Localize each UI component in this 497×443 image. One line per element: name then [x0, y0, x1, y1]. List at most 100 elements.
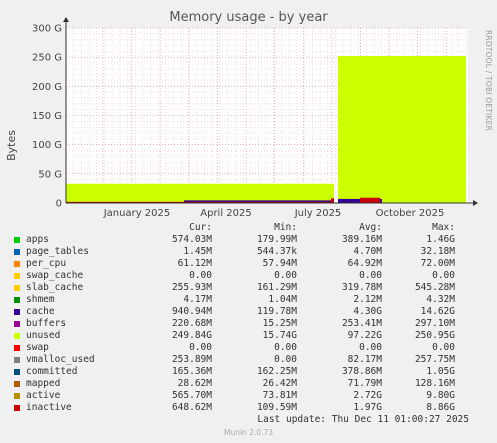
legend-row-vmalloc-used: vmalloc_used 253.89M 0.00 82.17M 257.75M — [12, 354, 474, 366]
legend-row-mapped: mapped 28.62M 26.42M 71.79M 128.16M — [12, 378, 474, 390]
legend-value-avg: 0.00 — [359, 270, 382, 281]
legend-value-min: 15.74G — [262, 330, 297, 341]
legend-value-max: 32.18M — [420, 246, 455, 257]
y-tick-label: 0 — [56, 199, 62, 210]
rrdtool-credit: RRDTOOL / TOBI OETIKER — [484, 30, 493, 131]
legend-value-min: 15.25M — [262, 318, 297, 329]
legend-value-avg: 389.16M — [341, 234, 382, 245]
legend-name: shmem — [26, 294, 55, 305]
legend-value-cur: 0.00 — [189, 342, 212, 353]
legend-name: vmalloc_used — [26, 354, 95, 365]
legend-name: mapped — [26, 378, 61, 389]
x-tick-label: January 2025 — [103, 208, 171, 219]
legend-swatch — [14, 369, 20, 375]
spike-inactive — [331, 198, 334, 203]
legend-value-avg: 1.97G — [353, 402, 382, 413]
legend-value-max: 9.80G — [426, 390, 455, 401]
legend-value-max: 8.86G — [426, 402, 455, 413]
legend-value-avg: 2.12M — [353, 294, 382, 305]
x-tick-label: July 2025 — [294, 208, 342, 219]
legend-name: slab_cache — [26, 282, 84, 293]
x-axis-arrow — [473, 200, 478, 206]
legend-value-avg: 4.70M — [353, 246, 382, 257]
legend-value-min: 1.04M — [268, 294, 297, 305]
area-inactive-before-gap — [66, 201, 334, 203]
area-cache-before-gap — [184, 200, 334, 203]
legend-value-max: 1.46G — [426, 234, 455, 245]
legend-value-min: 0.00 — [274, 270, 297, 281]
legend-value-cur: 28.62M — [177, 378, 212, 389]
legend-value-min: 0.00 — [274, 342, 297, 353]
legend-name: cache — [26, 306, 55, 317]
legend-value-max: 72.00M — [420, 258, 455, 269]
y-tick-label: 300 G — [32, 24, 62, 35]
legend-value-cur: 574.03M — [171, 234, 212, 245]
area-unused-after-gap — [338, 56, 466, 203]
legend-name: per_cpu — [26, 258, 67, 269]
munin-version: Munin 2.0.73 — [223, 428, 274, 437]
legend-swatch — [14, 393, 20, 399]
legend-swatch — [14, 273, 20, 279]
legend-value-avg: 319.78M — [341, 282, 382, 293]
legend-name: committed — [26, 366, 78, 377]
legend-swatch — [14, 333, 20, 339]
legend-value-min: 57.94M — [262, 258, 297, 269]
legend-value-min: 161.29M — [256, 282, 297, 293]
legend-value-avg: 0.00 — [359, 342, 382, 353]
legend-value-avg: 253.41M — [341, 318, 382, 329]
x-tick-label: April 2025 — [200, 208, 251, 219]
legend-name: active — [26, 390, 61, 401]
legend-swatch — [14, 357, 20, 363]
legend-value-cur: 940.94M — [171, 306, 212, 317]
legend-value-max: 297.10M — [414, 318, 455, 329]
legend-name: buffers — [26, 318, 67, 329]
legend-swatch — [14, 237, 20, 243]
legend-name: unused — [26, 330, 61, 341]
y-tick-label: 100 G — [32, 140, 62, 151]
memory-usage-chart: 0 50 G 100 G 150 G 200 G 250 G 300 G January 20… — [32, 17, 478, 219]
y-tick-label: 50 G — [38, 169, 62, 180]
y-tick-label: 250 G — [32, 53, 62, 64]
legend-name: swap_cache — [26, 270, 84, 281]
header-cur: Cur: — [189, 222, 212, 233]
legend-value-max: 0.00 — [432, 270, 455, 281]
legend-row-inactive: inactive 648.62M 109.59M 1.97G 8.86G — [12, 402, 474, 414]
legend-value-avg: 64.92M — [347, 258, 382, 269]
legend-value-cur: 565.70M — [171, 390, 212, 401]
legend-value-max: 250.95G — [414, 330, 455, 341]
legend-value-min: 73.81M — [262, 390, 297, 401]
legend-value-avg: 71.79M — [347, 378, 382, 389]
legend-name: page_tables — [26, 246, 89, 257]
header-avg: Avg: — [359, 222, 382, 233]
legend-row-buffers: buffers 220.68M 15.25M 253.41M 297.10M — [12, 318, 474, 330]
legend-header: Cur: Min: Avg: Max: — [12, 222, 474, 234]
legend-row-committed: committed 165.36M 162.25M 378.86M 1.05G — [12, 366, 474, 378]
legend-value-min: 109.59M — [256, 402, 297, 413]
legend-value-avg: 2.72G — [353, 390, 382, 401]
chart-title: Memory usage - by year — [169, 10, 328, 25]
legend-value-cur: 648.62M — [171, 402, 212, 413]
legend-value-cur: 61.12M — [177, 258, 212, 269]
legend-swatch — [14, 249, 20, 255]
legend-value-max: 545.28M — [414, 282, 455, 293]
y-tick-label: 150 G — [32, 111, 62, 122]
legend-value-max: 0.00 — [432, 342, 455, 353]
legend-name: inactive — [26, 402, 72, 413]
legend-row-shmem: shmem 4.17M 1.04M 2.12M 4.32M — [12, 294, 474, 306]
legend-swatch — [14, 297, 20, 303]
legend-swatch — [14, 309, 20, 315]
header-min: Min: — [274, 222, 297, 233]
legend-row-slab-cache: slab_cache 255.93M 161.29M 319.78M 545.28M — [12, 282, 474, 294]
legend-value-avg: 97.22G — [347, 330, 382, 341]
legend-value-min: 162.25M — [256, 366, 297, 377]
legend-swatch — [14, 321, 20, 327]
last-update: Last update: Thu Dec 11 01:00:27 2025 — [257, 414, 469, 425]
legend-value-cur: 253.89M — [171, 354, 212, 365]
legend-value-min: 119.78M — [256, 306, 297, 317]
legend-row-apps: apps 574.03M 179.99M 389.16M 1.46G — [12, 234, 474, 246]
legend-row-unused: unused 249.84G 15.74G 97.22G 250.95G — [12, 330, 474, 342]
legend-row-swap-cache: swap_cache 0.00 0.00 0.00 0.00 — [12, 270, 474, 282]
legend-swatch — [14, 261, 20, 267]
legend-swatch — [14, 405, 20, 411]
y-axis-arrow — [63, 17, 69, 22]
